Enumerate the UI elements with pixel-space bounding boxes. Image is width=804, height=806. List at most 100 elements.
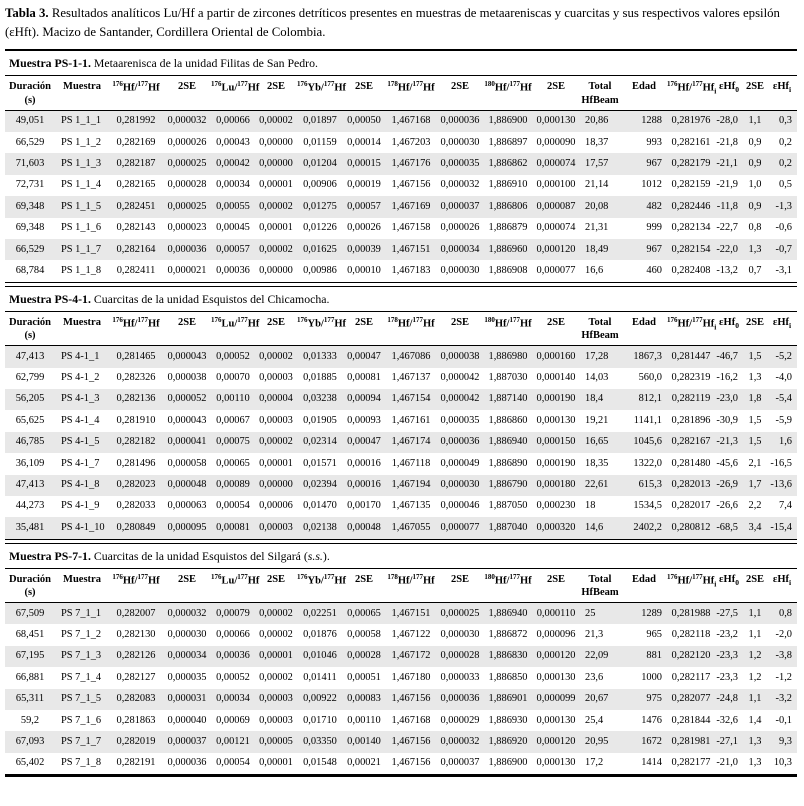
table-cell: 1,467172 xyxy=(391,650,431,662)
table-cell: -16,2 xyxy=(716,372,738,384)
table-cell: 1,467180 xyxy=(391,671,431,683)
column-header: 2SE xyxy=(163,568,211,604)
table-cell: 0,00014 xyxy=(347,136,381,148)
table-cell: -0,1 xyxy=(775,714,792,726)
table-cell: 0,000043 xyxy=(167,414,207,426)
table-cell: 0,282161 xyxy=(671,136,711,148)
column-header: Total HfBeam xyxy=(579,568,621,604)
table-cell: 0,00043 xyxy=(216,136,250,148)
table-cell: 0,000029 xyxy=(440,714,480,726)
table-cell: PS 1_1_7 xyxy=(61,243,102,255)
table-cell: 0,000040 xyxy=(167,714,207,726)
table-cell: 0,282126 xyxy=(116,650,156,662)
table-cell: 0,000028 xyxy=(440,650,480,662)
table-cell: 999 xyxy=(646,222,662,234)
table-cell: 0,00093 xyxy=(347,414,381,426)
table-cell: 0,000030 xyxy=(440,264,480,276)
table-cell: 1476 xyxy=(641,714,662,726)
table-cell: -28,0 xyxy=(716,115,738,127)
table-cell: 0,00054 xyxy=(216,757,250,769)
table-cell: -30,9 xyxy=(716,414,738,426)
table-cell: 19,21 xyxy=(585,414,609,426)
table-cell: -1,2 xyxy=(775,671,792,683)
table-cell: 0,000042 xyxy=(440,393,480,405)
table-cell: 0,01333 xyxy=(303,350,337,362)
table-cell: 0,282187 xyxy=(116,157,156,169)
section-title-label: Muestra PS-1-1. xyxy=(9,56,91,71)
table-cell: 0,000021 xyxy=(167,264,207,276)
table-cell: -5,2 xyxy=(775,350,792,362)
table-cell: 0,02251 xyxy=(303,607,337,619)
table-cell: 0,000026 xyxy=(440,222,480,234)
table-cell: PS 4-1_10 xyxy=(61,521,105,533)
table-cell: 0,00000 xyxy=(259,136,293,148)
table-cell: 0,000023 xyxy=(167,222,207,234)
table-cell: 1,467169 xyxy=(391,200,431,212)
table-cell: 0,000180 xyxy=(536,479,576,491)
table-cell: 0,00058 xyxy=(347,628,381,640)
column-header: εHf0 xyxy=(715,568,743,604)
table-cell: 2,2 xyxy=(748,500,762,512)
table-cell: 20,86 xyxy=(585,115,609,127)
table-cell: 36,109 xyxy=(15,457,45,469)
table-cell: PS 1_1_6 xyxy=(61,222,102,234)
table-cell: 0,00170 xyxy=(347,500,381,512)
table-cell: 0,00002 xyxy=(259,436,293,448)
table-cell: PS 1_1_8 xyxy=(61,264,102,276)
table-cell: 56,205 xyxy=(15,393,45,405)
table-cell: -3,2 xyxy=(775,693,792,705)
table-cell: 1141,1 xyxy=(633,414,662,426)
table-cell: 0,00003 xyxy=(259,414,293,426)
table-cell: 0,282127 xyxy=(116,671,156,683)
table-cell: 0,01226 xyxy=(303,222,337,234)
table-cell: 49,051 xyxy=(15,115,45,127)
table-cell: -23,3 xyxy=(716,650,738,662)
section-title-label: Muestra PS-7-1. xyxy=(9,548,91,563)
table-cell: 0,02138 xyxy=(303,521,337,533)
table-cell: 1,467156 xyxy=(391,735,431,747)
table-cell: 1,3 xyxy=(748,735,762,747)
table-cell: PS 1_1_4 xyxy=(61,179,102,191)
table-cell: 0,282446 xyxy=(671,200,711,212)
table-cell: -27,1 xyxy=(716,735,738,747)
column-header: 176Hf/177Hf xyxy=(109,311,163,347)
table-cell: 0,00094 xyxy=(347,393,381,405)
table-cell: 0,2 xyxy=(779,136,792,148)
table-cell: 1,467161 xyxy=(391,414,431,426)
table-cell: 0,8 xyxy=(748,222,762,234)
table-cell: 0,000035 xyxy=(440,414,480,426)
table-cell: 0,000150 xyxy=(536,436,576,448)
table-cell: -21,3 xyxy=(716,436,738,448)
table-cell: 0,00057 xyxy=(347,200,381,212)
table-row: 69,348 PS 1_1_5 0,282451 0,000025 0,00055 0,0… xyxy=(5,196,797,218)
table-cell: 0,00003 xyxy=(259,714,293,726)
table-cell: 21,31 xyxy=(585,222,609,234)
table-cell: 1,2 xyxy=(748,671,762,683)
table-cell: 1,886940 xyxy=(488,607,528,619)
table-cell: 3,4 xyxy=(748,521,762,533)
column-header: 2SE xyxy=(163,311,211,347)
column-header: 176Hf/177Hf xyxy=(109,76,163,111)
table-cell: 0,00050 xyxy=(347,115,381,127)
table-cell: -26,9 xyxy=(716,479,738,491)
table-cell: 1,886930 xyxy=(488,714,528,726)
table-cell: 0,000033 xyxy=(440,671,480,683)
table-cell: 0,000058 xyxy=(167,457,207,469)
header-row: Duración (s) Muestra 176Hf/177Hf 2SE 176Lu/17… xyxy=(5,568,797,604)
column-header: Duración (s) xyxy=(5,568,55,604)
table-cell: 0,281988 xyxy=(671,607,711,619)
table-cell: 0,01625 xyxy=(303,243,337,255)
table-cell: 993 xyxy=(646,136,662,148)
table-cell: 482 xyxy=(646,200,662,212)
table-cell: 0,000032 xyxy=(167,607,207,619)
table-cell: 0,7 xyxy=(748,264,762,276)
table-cell: 0,000130 xyxy=(536,757,576,769)
column-header: 2SE xyxy=(343,76,385,111)
table-cell: 0,282169 xyxy=(116,136,156,148)
section-table: Duración (s) Muestra 176Hf/177Hf 2SE 176Lu/17… xyxy=(5,311,797,539)
table-cell: 0,282154 xyxy=(671,243,711,255)
table-cell: 1288 xyxy=(641,115,662,127)
column-header: 2SE xyxy=(743,568,767,604)
table-cell: 1,467156 xyxy=(391,693,431,705)
table-row: 62,799 PS 4-1_2 0,282326 0,000038 0,00070 0,0… xyxy=(5,368,797,389)
